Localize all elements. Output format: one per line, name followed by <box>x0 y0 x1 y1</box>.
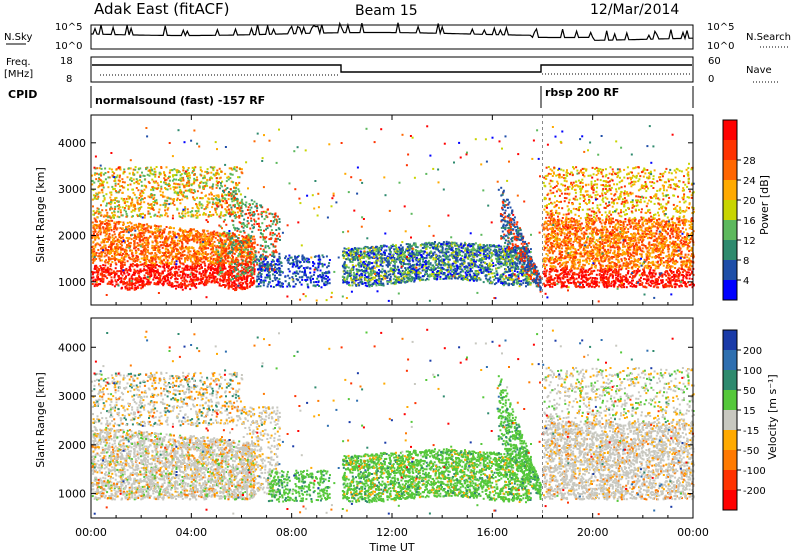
power-colorbar: 4 8 12 16 20 24 28 <box>722 119 756 301</box>
x-tick-label: 00:00 <box>75 526 107 539</box>
velocity-y-label: Slant Range [km] <box>34 372 47 468</box>
colorbar-tick: -50 <box>743 446 759 457</box>
y-tick-label: 2000 <box>58 439 86 452</box>
colorbar-cell <box>723 330 737 351</box>
colorbar-cell <box>723 260 737 281</box>
x-tick-label: 04:00 <box>175 526 207 539</box>
colorbar-tick: 28 <box>743 156 756 167</box>
colorbar-tick: 16 <box>743 216 756 227</box>
velocity-colorbar: 200 100 50 15 -15 -50 -100 -200 <box>722 329 766 511</box>
nave-tick-top: 60 <box>708 56 721 67</box>
colorbar-tick: 4 <box>743 276 749 287</box>
noise-sky-line <box>91 21 693 41</box>
date-title: 12/Mar/2014 <box>590 2 679 18</box>
y-tick-label: 4000 <box>58 137 86 150</box>
y-tick-label: 2000 <box>58 229 86 242</box>
colorbar-tick: 8 <box>743 256 749 267</box>
x-tick-label: 20:00 <box>577 526 609 539</box>
cpid-label: CPID <box>8 88 37 101</box>
x-tick-label: 08:00 <box>276 526 308 539</box>
colorbar-cell <box>723 430 737 451</box>
noise-left-tick-top: 10^5 <box>55 22 82 33</box>
colorbar-cell <box>723 390 737 411</box>
nave-tick-bottom: 0 <box>708 74 714 85</box>
frequency-panel: Freq. [MHz] 18 8 60 0 Nave <box>4 56 778 85</box>
x-tick-label: 16:00 <box>476 526 508 539</box>
freq-tick-bottom: 8 <box>66 74 72 85</box>
x-axis: 00:00 04:00 08:00 12:00 16:00 20:00 00:00 <box>75 115 709 539</box>
x-tick-label: 00:00 <box>677 526 709 539</box>
noise-left-tick-bottom: 10^0 <box>55 41 82 52</box>
colorbar-tick: 20 <box>743 196 756 207</box>
colorbar-cell <box>723 240 737 261</box>
freq-label-1: Freq. <box>6 57 31 68</box>
colorbar-cell <box>723 180 737 201</box>
x-tick-label: 12:00 <box>376 526 408 539</box>
power-colorbar-label: Power [dB] <box>758 175 771 235</box>
freq-label-2: [MHz] <box>4 69 33 80</box>
beam-title: Beam 15 <box>355 3 418 19</box>
y-tick-label: 3000 <box>58 183 86 196</box>
colorbar-cell <box>723 140 737 161</box>
colorbar-tick: 50 <box>743 386 756 397</box>
colorbar-cell <box>723 350 737 371</box>
colorbar-tick: 15 <box>743 406 756 417</box>
noise-panel: N.Sky 10^5 10^0 10^5 10^0 N.Search <box>4 21 791 52</box>
freq-tick-top: 18 <box>60 56 73 67</box>
power-scatter <box>91 115 695 305</box>
nave-label: Nave <box>746 65 772 76</box>
power-panel: Slant Range [km] 1000 2000 3000 4000 <box>34 114 695 306</box>
colorbar-cell <box>723 490 737 511</box>
colorbar-cell <box>723 280 737 301</box>
colorbar-cell <box>723 470 737 491</box>
colorbar-cell <box>723 160 737 181</box>
colorbar-tick: -100 <box>743 466 766 477</box>
power-y-label: Slant Range [km] <box>34 167 47 263</box>
x-axis-label: Time UT <box>368 541 414 554</box>
colorbar-cell <box>723 370 737 391</box>
noise-right-tick-top: 10^5 <box>707 22 734 33</box>
cpid-mode-2: rbsp 200 RF <box>545 86 619 99</box>
y-tick-label: 1000 <box>58 276 86 289</box>
velocity-scatter <box>91 318 695 518</box>
colorbar-tick: -15 <box>743 426 759 437</box>
colorbar-tick: 12 <box>743 236 756 247</box>
colorbar-cell <box>723 220 737 241</box>
colorbar-cell <box>723 450 737 471</box>
colorbar-tick: 200 <box>743 346 762 357</box>
noise-right-tick-bottom: 10^0 <box>707 41 734 52</box>
y-tick-label: 3000 <box>58 390 86 403</box>
noise-sky-label: N.Sky <box>4 32 32 43</box>
colorbar-cell <box>723 200 737 221</box>
colorbar-tick: 100 <box>743 366 762 377</box>
colorbar-cell <box>723 120 737 141</box>
frequency-line <box>92 64 692 73</box>
colorbar-cell <box>723 410 737 431</box>
velocity-panel: Slant Range [km] 1000 2000 3000 4000 <box>34 317 695 519</box>
colorbar-tick: 24 <box>743 176 756 187</box>
site-title: Adak East (fitACF) <box>94 0 229 18</box>
velocity-colorbar-label: Velocity [m s⁻¹] <box>766 374 779 459</box>
colorbar-tick: -200 <box>743 486 766 497</box>
noise-search-label: N.Search <box>746 32 791 43</box>
cpid-panel: CPID normalsound (fast) -157 RF rbsp 200… <box>8 86 694 108</box>
y-tick-label: 4000 <box>58 341 86 354</box>
cpid-mode-1: normalsound (fast) -157 RF <box>95 94 265 107</box>
y-tick-label: 1000 <box>58 488 86 501</box>
